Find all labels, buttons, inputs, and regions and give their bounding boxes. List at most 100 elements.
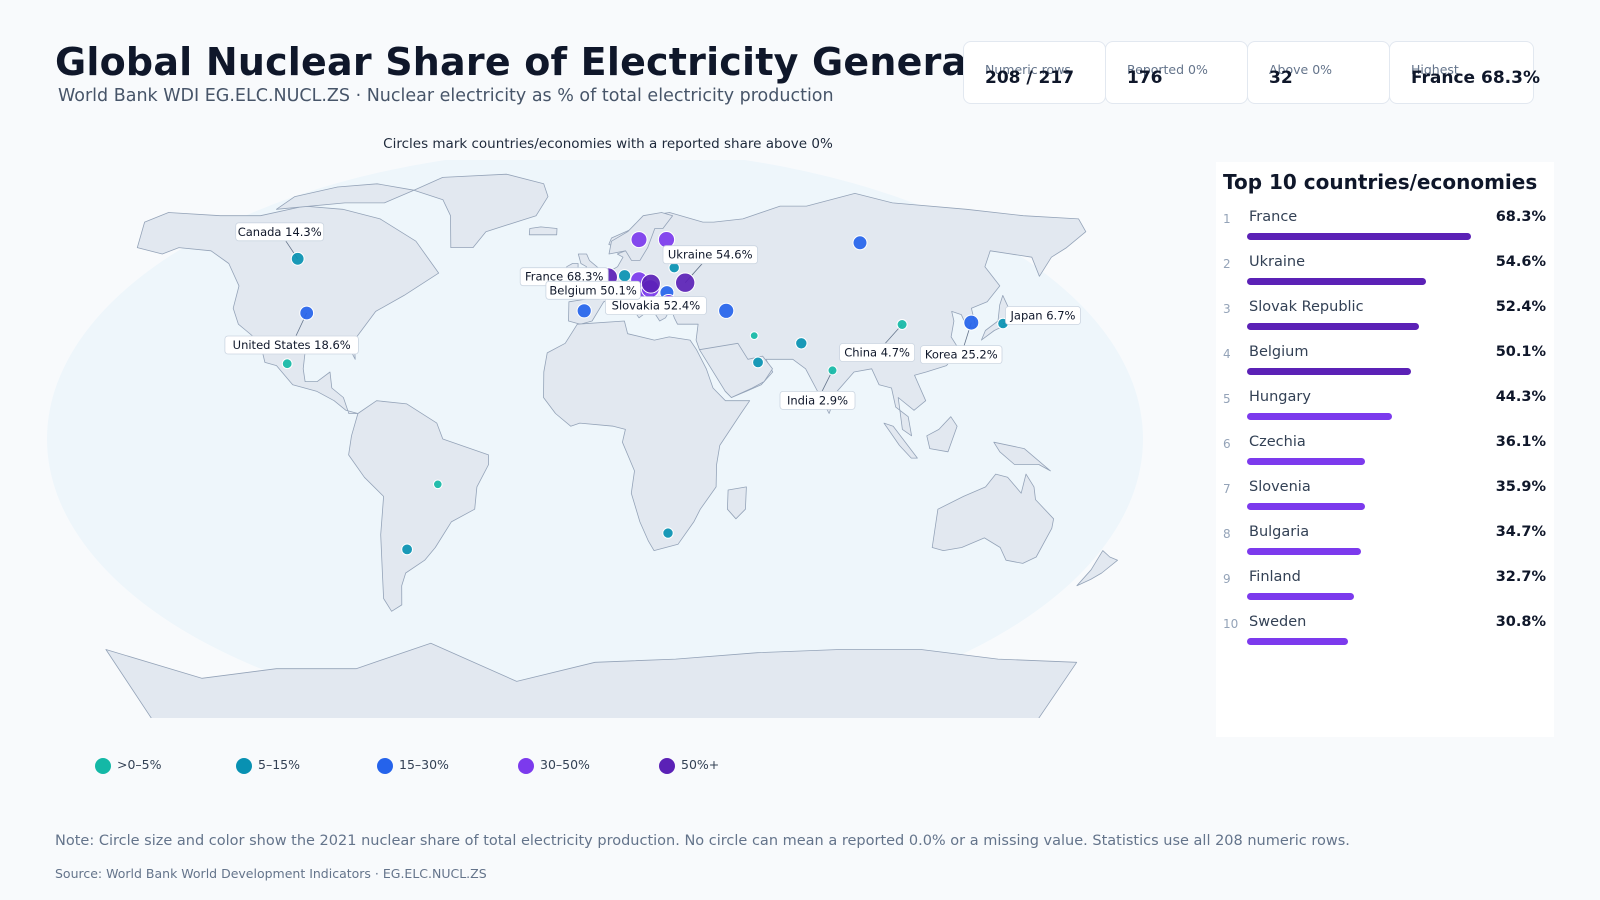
legend-label: 5–15% — [258, 757, 300, 772]
rank-value: 68.3% — [1495, 209, 1546, 225]
land-north-america — [136, 205, 440, 414]
rank-bar — [1247, 323, 1419, 330]
map-label-text: China 4.7% — [844, 346, 910, 360]
stat-value: France 68.3% — [1411, 68, 1540, 88]
legend-swatch — [377, 758, 393, 774]
map-label-box — [920, 345, 1003, 365]
top10-title: Top 10 countries/economies — [1223, 170, 1538, 194]
stat-card-highest: Highest France 68.3% — [1389, 41, 1540, 104]
label-layer: France 68.3% Ukraine 54.6% Slovakia 52.4% B… — [224, 222, 1081, 410]
rank-number: 4 — [1223, 347, 1231, 361]
map-label: Korea 25.2% — [920, 345, 1003, 365]
world-map[interactable]: France 68.3% Ukraine 54.6% Slovakia 52.4% B… — [40, 160, 1180, 740]
marker-sweden[interactable] — [630, 231, 648, 249]
marker-spain[interactable] — [576, 303, 592, 319]
rank-country: Belgium — [1249, 344, 1309, 360]
legend-label: 30–50% — [540, 757, 590, 772]
map-label-text: France 68.3% — [525, 270, 604, 284]
map-label-text: India 2.9% — [787, 393, 848, 407]
rank-value: 34.7% — [1495, 524, 1546, 540]
land-borneo — [926, 416, 958, 453]
stat-label: Highest — [1411, 62, 1459, 77]
rank-value: 36.1% — [1495, 434, 1546, 450]
rank-number: 9 — [1223, 572, 1231, 586]
rank-bar — [1247, 458, 1366, 465]
rank-country: Sweden — [1249, 614, 1307, 630]
rank-country: Hungary — [1249, 389, 1311, 405]
rank-bar — [1247, 233, 1471, 240]
map-label: Canada 14.3% — [235, 222, 325, 242]
rank-row: 6 Czechia 36.1% — [1216, 432, 1554, 472]
marker-pakistan[interactable] — [795, 337, 808, 350]
map-label: Japan 6.7% — [1005, 306, 1081, 325]
marker-russia[interactable] — [852, 235, 868, 251]
rank-bar — [1247, 503, 1365, 510]
map-label-box — [662, 245, 758, 265]
map-label-box — [224, 335, 359, 355]
land-australia — [931, 473, 1054, 564]
land-south-america — [348, 400, 489, 612]
rank-row: 8 Bulgaria 34.7% — [1216, 522, 1554, 562]
marker-germany[interactable] — [618, 269, 632, 283]
rank-country: Finland — [1249, 569, 1301, 585]
marker-india[interactable] — [827, 365, 838, 376]
land-new-guinea — [993, 441, 1051, 472]
marker-united-states[interactable] — [299, 305, 315, 321]
rank-value: 32.7% — [1495, 569, 1546, 585]
land-new-zealand — [1076, 550, 1118, 587]
marker-ukraine[interactable] — [675, 272, 696, 293]
stat-card-numeric-rows: Numeric rows 208 / 217 — [963, 41, 1106, 104]
rank-bar — [1247, 368, 1412, 375]
rank-number: 10 — [1223, 617, 1239, 631]
legend-swatch — [518, 758, 534, 774]
marker-china[interactable] — [896, 319, 908, 330]
rank-value: 52.4% — [1495, 299, 1546, 315]
map-label-box — [1005, 306, 1081, 325]
marker-korea[interactable] — [963, 314, 980, 331]
map-label: Belgium 50.1% — [545, 280, 641, 300]
rank-value: 30.8% — [1495, 614, 1546, 630]
rank-value: 35.9% — [1495, 479, 1546, 495]
land-japan — [981, 295, 1011, 341]
rank-number: 5 — [1223, 392, 1231, 406]
legend-swatch — [236, 758, 252, 774]
rank-number: 8 — [1223, 527, 1231, 541]
marker-brazil[interactable] — [433, 479, 443, 490]
map-label: Slovakia 52.4% — [605, 296, 707, 316]
land-greenland — [413, 173, 549, 248]
land-antarctica — [105, 642, 1078, 718]
map-label-box — [779, 390, 856, 410]
rank-number: 3 — [1223, 302, 1231, 316]
marker-united-arab-emirates[interactable] — [752, 356, 764, 369]
map-label-text: United States 18.6% — [233, 338, 351, 352]
stat-card-above-zero: Above 0% 32 — [1247, 41, 1390, 104]
map-label: Ukraine 54.6% — [662, 245, 758, 265]
rank-row: 9 Finland 32.7% — [1216, 567, 1554, 607]
rank-row: 3 Slovak Republic 52.4% — [1216, 297, 1554, 337]
rank-row: 5 Hungary 44.3% — [1216, 387, 1554, 427]
map-label-box — [545, 280, 641, 300]
rank-row: 10 Sweden 30.8% — [1216, 612, 1554, 652]
marker-mexico[interactable] — [281, 358, 293, 370]
marker-canada[interactable] — [290, 251, 305, 266]
rank-country: Slovak Republic — [1249, 299, 1364, 315]
top10-panel: Top 10 countries/economies 1 France 68.3… — [1216, 162, 1554, 737]
legend-label: 50%+ — [681, 757, 720, 772]
rank-number: 2 — [1223, 257, 1231, 271]
marker-finland[interactable] — [657, 231, 676, 249]
rank-bar — [1247, 548, 1361, 555]
rank-country: Czechia — [1249, 434, 1306, 450]
map-label-text: Korea 25.2% — [925, 348, 998, 362]
rank-value: 44.3% — [1495, 389, 1546, 405]
stat-label: Reported 0% — [1127, 62, 1208, 77]
marker-argentina[interactable] — [401, 543, 414, 556]
map-label: United States 18.6% — [224, 335, 359, 355]
rank-value: 54.6% — [1495, 254, 1546, 270]
marker-iran[interactable] — [749, 331, 759, 341]
marker-south-africa[interactable] — [662, 527, 674, 539]
marker-slovak-republic[interactable] — [640, 273, 661, 294]
world-map-canvas[interactable]: France 68.3% Ukraine 54.6% Slovakia 52.4% B… — [40, 160, 1180, 740]
marker-armenia[interactable] — [718, 302, 735, 319]
land-iceland — [528, 226, 558, 236]
rank-country: Slovenia — [1249, 479, 1311, 495]
